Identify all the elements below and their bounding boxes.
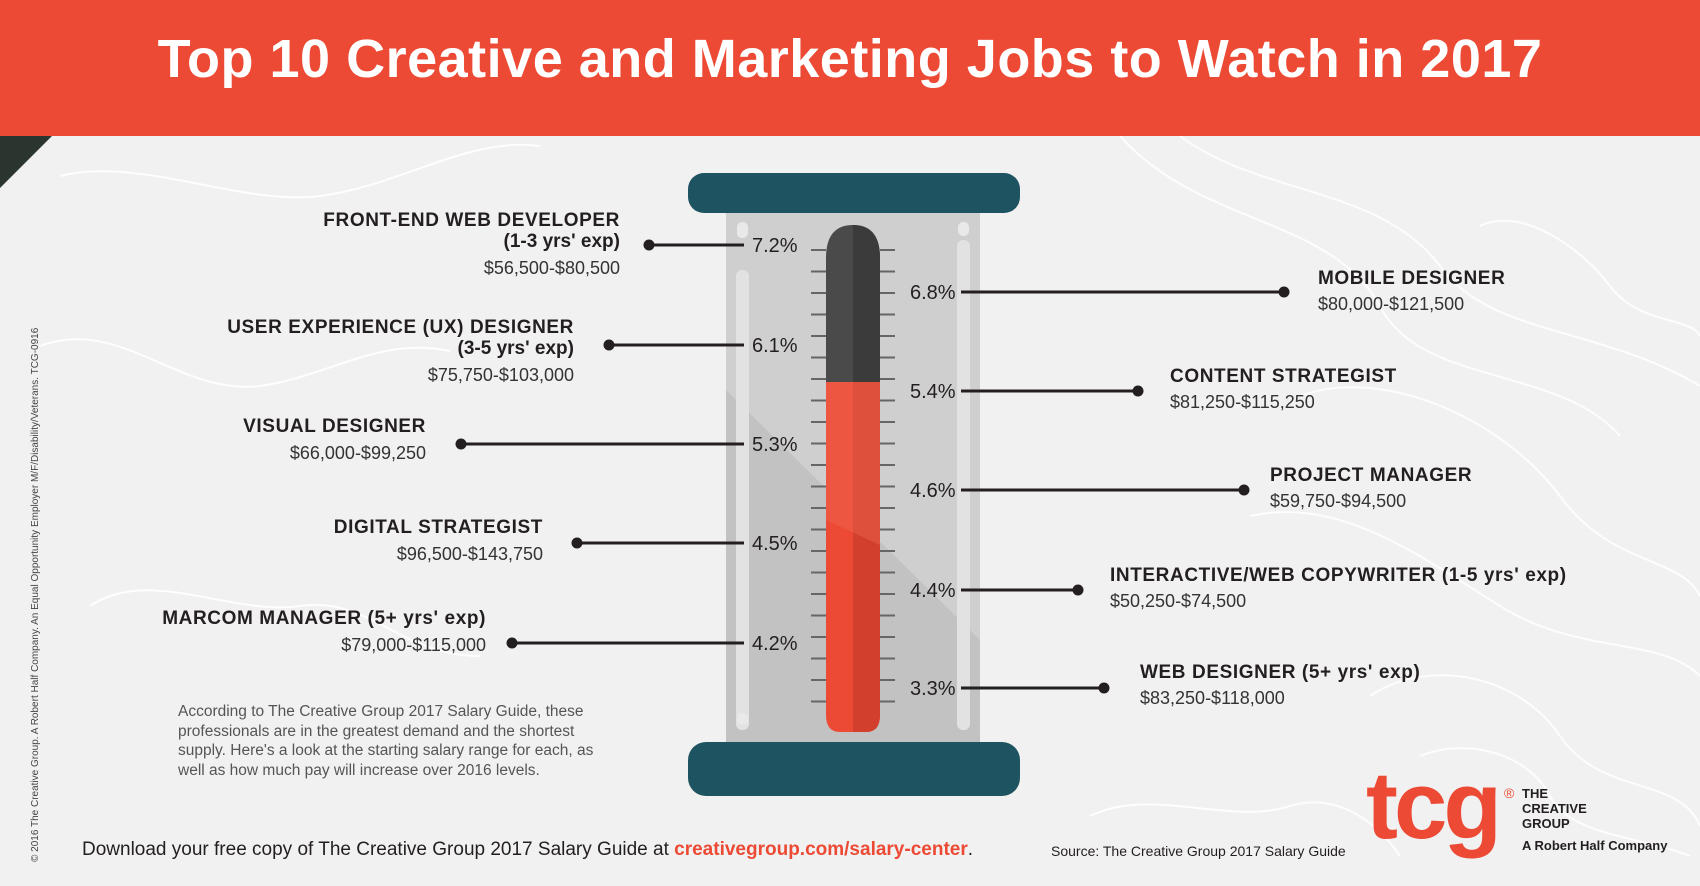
percent-label: 4.5% [752, 533, 798, 555]
thermometer-fill-highlight [826, 382, 880, 545]
page-title: Top 10 Creative and Marketing Jobs to Wa… [157, 29, 1543, 89]
salary-center-link[interactable]: creativegroup.com/salary-center [674, 839, 968, 860]
tube-highlight-right [957, 240, 970, 730]
job-salary: $96,500-$143,750 [396, 544, 543, 564]
percent-label: 3.3% [910, 678, 956, 700]
job-label-web-designer: WEB DESIGNER (5+ yrs' exp) $83,250-$118,… [1140, 662, 1420, 709]
tube-dot-left-top [737, 222, 748, 238]
job-label-content-strategist: CONTENT STRATEGIST $81,250-$115,250 [1170, 366, 1397, 413]
intro-paragraph: According to The Creative Group 2017 Sal… [178, 703, 594, 779]
connector-dot-left [506, 637, 518, 649]
percent-label: 5.3% [752, 434, 798, 456]
job-salary: $50,250-$74,500 [1110, 591, 1247, 611]
job-label-interactive-web-copywriter: INTERACTIVE/WEB COPYWRITER (1-5 yrs' exp… [1110, 565, 1567, 612]
job-salary: $75,750-$103,000 [427, 365, 574, 385]
percent-label: 7.2% [752, 235, 798, 257]
job-salary: $66,000-$99,250 [289, 443, 426, 463]
job-title: INTERACTIVE/WEB COPYWRITER (1-5 yrs' exp… [1110, 565, 1567, 586]
percent-label: 4.6% [910, 480, 956, 502]
tube-cap-bottom [688, 742, 1020, 796]
connector-dot-right [1278, 286, 1290, 298]
header-banner: Top 10 Creative and Marketing Jobs to Wa… [0, 0, 1700, 136]
percent-label: 6.8% [910, 282, 956, 304]
job-title: USER EXPERIENCE (UX) DESIGNER [227, 317, 574, 338]
connector-dot-right [1238, 484, 1250, 496]
job-salary: $83,250-$118,000 [1140, 688, 1285, 708]
connector-dot-left [603, 339, 615, 351]
tube-dot-right [958, 222, 969, 236]
connector-lines [455, 239, 1290, 694]
connector-dot-left [643, 239, 655, 251]
percent-labels: 7.2% 6.1% 5.3% 4.5% 4.2% 6.8% 5.4% 4.6% 4.4% 3.3% [752, 235, 956, 700]
job-label-marcom-manager: MARCOM MANAGER (5+ yrs' exp) $79,000-$11… [162, 608, 486, 656]
job-title: MOBILE DESIGNER [1318, 268, 1506, 289]
footer-text: Download your free copy of The Creative … [82, 839, 675, 860]
connector-dot-right [1072, 584, 1084, 596]
job-salary: $59,750-$94,500 [1270, 491, 1407, 511]
logo-tagline: A Robert Half Company [1522, 838, 1668, 853]
tcg-logo-mark: tcg ® [1366, 752, 1515, 859]
percent-label: 4.2% [752, 633, 798, 655]
job-title: PROJECT MANAGER [1270, 465, 1473, 486]
job-experience: (1-3 yrs' exp) [503, 231, 620, 252]
tube-cap-top [688, 173, 1020, 213]
job-salary: $56,500-$80,500 [483, 258, 620, 278]
job-label-visual-designer: VISUAL DESIGNER $66,000-$99,250 [243, 416, 426, 464]
source-note: Source: The Creative Group 2017 Salary G… [1051, 843, 1346, 859]
job-label-digital-strategist: DIGITAL STRATEGIST $96,500-$143,750 [334, 517, 543, 565]
logo-company-name: THE CREATIVE GROUP [1522, 786, 1587, 831]
job-label-front-end-web-developer: FRONT-END WEB DEVELOPER (1-3 yrs' exp) $… [323, 210, 620, 279]
tube-highlight-left [736, 270, 749, 730]
connector-dot-left [571, 537, 583, 549]
thermometer-top-shade [853, 225, 880, 382]
logo-registered-mark: ® [1504, 785, 1515, 801]
job-title: CONTENT STRATEGIST [1170, 366, 1397, 387]
connector-dot-right [1098, 682, 1110, 694]
footer-download-text: Download your free copy of The Creative … [82, 839, 973, 861]
job-salary: $79,000-$115,000 [341, 635, 486, 655]
logo-name-line: CREATIVE [1522, 801, 1587, 816]
connector-dot-left [455, 438, 467, 450]
job-title: VISUAL DESIGNER [243, 416, 426, 437]
percent-label: 5.4% [910, 381, 956, 403]
logo-mark-text: tcg [1366, 752, 1498, 859]
logo-name-line: THE [1522, 786, 1548, 801]
tick-marks [811, 249, 895, 703]
thermometer-fill-shade [853, 382, 880, 732]
tube-dot-left-bottom [737, 713, 748, 725]
job-label-mobile-designer: MOBILE DESIGNER $80,000-$121,500 [1318, 268, 1505, 315]
job-title: MARCOM MANAGER (5+ yrs' exp) [162, 608, 486, 629]
job-title: DIGITAL STRATEGIST [333, 517, 543, 538]
percent-label: 6.1% [752, 335, 798, 357]
job-label-ux-designer: USER EXPERIENCE (UX) DESIGNER (3-5 yrs' … [227, 317, 574, 386]
job-title: FRONT-END WEB DEVELOPER [323, 210, 620, 231]
job-salary: $80,000-$121,500 [1318, 294, 1465, 314]
job-label-project-manager: PROJECT MANAGER $59,750-$94,500 [1270, 465, 1472, 512]
connector-dot-right [1132, 385, 1144, 397]
footer-period: . [967, 839, 974, 860]
job-salary: $81,250-$115,250 [1170, 392, 1315, 412]
job-experience: (3-5 yrs' exp) [457, 338, 574, 359]
logo-name-line: GROUP [1522, 816, 1570, 831]
corner-fold [0, 136, 52, 188]
job-title: WEB DESIGNER (5+ yrs' exp) [1140, 662, 1421, 683]
topographic-background [39, 136, 1700, 857]
percent-label: 4.4% [910, 580, 956, 602]
